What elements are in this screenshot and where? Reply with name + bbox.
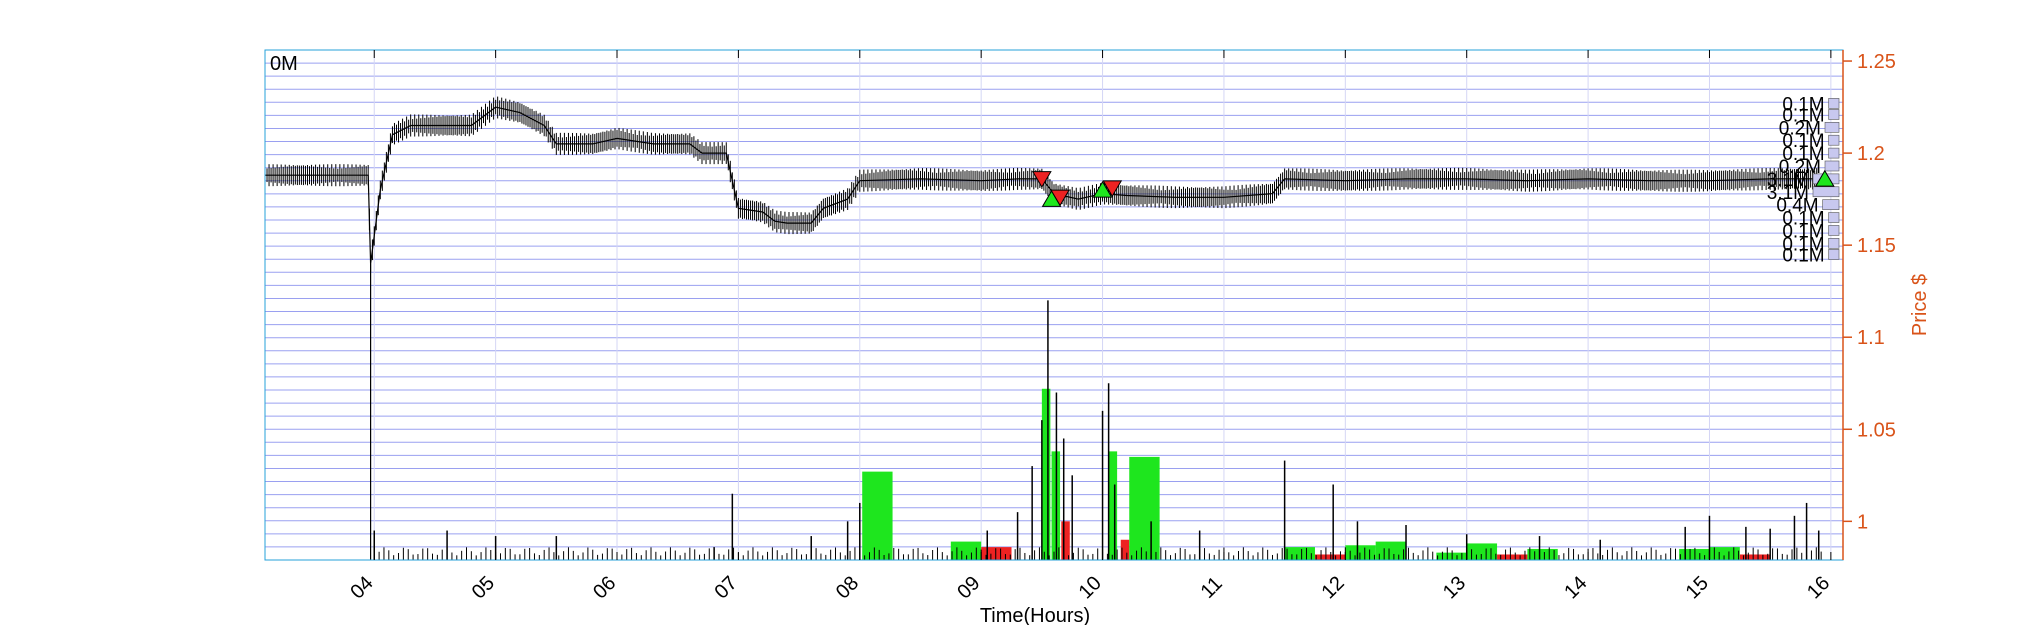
volume-bar bbox=[1314, 554, 1346, 560]
profile-bar bbox=[1824, 122, 1840, 133]
volume-profile: 0.1M0.1M0.2M0.1M0.1M0.2M3.1M3.1M0.4M0.1M… bbox=[1767, 94, 1840, 266]
volume-bar bbox=[862, 471, 893, 560]
volume-bar bbox=[1345, 545, 1376, 560]
profile-label: 0.1M bbox=[1782, 105, 1824, 126]
buy-marker bbox=[1092, 180, 1113, 198]
y-tick-label: 1.1 bbox=[1857, 327, 1885, 349]
buy-marker bbox=[1814, 169, 1835, 187]
profile-bar bbox=[1828, 225, 1840, 236]
volume-bar bbox=[1375, 541, 1407, 560]
profile-label: 3.1M bbox=[1767, 183, 1809, 204]
x-tick-label: 16 bbox=[1803, 572, 1834, 603]
profile-label: 0.1M bbox=[1782, 245, 1824, 266]
x-tick-label: 10 bbox=[1075, 572, 1106, 603]
x-tick-label: 13 bbox=[1439, 572, 1470, 603]
volume-bar bbox=[1679, 548, 1710, 560]
y-tick-label: 1.15 bbox=[1857, 235, 1896, 257]
volume-layer bbox=[373, 300, 1822, 560]
profile-bar bbox=[1812, 186, 1840, 198]
profile-label: 0.4M bbox=[1776, 196, 1818, 217]
price-layer bbox=[264, 96, 1819, 560]
profile-bar bbox=[1828, 212, 1840, 223]
profile-label: 0.1M bbox=[1782, 94, 1824, 115]
y-axis: 1 1.05 1.1 1.15 1.2 1.25 bbox=[1843, 51, 1896, 533]
x-tick-label: 05 bbox=[468, 572, 499, 603]
x-tick-label: 11 bbox=[1197, 573, 1227, 603]
x-tick-label: 15 bbox=[1682, 572, 1713, 603]
profile-label: 0.1M bbox=[1782, 209, 1824, 230]
volume-bar bbox=[1061, 521, 1070, 560]
volume-bar bbox=[1497, 554, 1528, 560]
profile-bar bbox=[1824, 160, 1840, 172]
y-axis-title: Price $ bbox=[1909, 274, 1931, 336]
volume-bar bbox=[1466, 543, 1498, 560]
volume-bar bbox=[981, 547, 1012, 560]
sell-marker bbox=[1031, 171, 1052, 188]
x-tick-label: 09 bbox=[953, 572, 984, 603]
volume-bar bbox=[1527, 548, 1558, 560]
x-axis-title: Time(Hours) bbox=[980, 605, 1090, 625]
volume-bar bbox=[1108, 451, 1118, 560]
x-tick-label: 08 bbox=[832, 572, 863, 603]
x-tick-label: 07 bbox=[711, 572, 742, 603]
profile-label: 0.1M bbox=[1782, 131, 1824, 152]
profile-bar bbox=[1828, 98, 1840, 109]
volume-bar bbox=[950, 541, 982, 560]
x-tick-label: 12 bbox=[1317, 572, 1348, 603]
profile-bar bbox=[1828, 249, 1840, 260]
sell-marker bbox=[1102, 180, 1123, 198]
profile-label: 0.2M bbox=[1779, 118, 1821, 139]
volume-bar bbox=[1436, 552, 1467, 560]
profile-bar bbox=[1828, 134, 1840, 146]
volume-corner-label: 0M bbox=[270, 53, 298, 75]
sell-marker bbox=[1050, 189, 1070, 207]
volume-bar bbox=[1120, 539, 1130, 560]
volume-bar bbox=[1709, 547, 1740, 560]
profile-bar bbox=[1828, 147, 1840, 159]
trade-markers bbox=[1031, 169, 1835, 207]
volume-bar bbox=[1739, 554, 1771, 560]
y-tick-label: 1.05 bbox=[1857, 419, 1896, 441]
x-tick-label: 06 bbox=[589, 572, 620, 603]
volume-bar bbox=[1041, 388, 1051, 560]
profile-label: 3.1M bbox=[1767, 170, 1809, 191]
x-tick-label: 04 bbox=[346, 572, 377, 603]
profile-label: 0.2M bbox=[1779, 157, 1821, 178]
y-tick-label: 1.2 bbox=[1857, 143, 1885, 165]
volume-bar bbox=[1129, 456, 1160, 560]
profile-label: 0.1M bbox=[1782, 144, 1824, 165]
x-tick-label: 14 bbox=[1560, 572, 1591, 603]
profile-bar bbox=[1828, 109, 1840, 120]
profile-bar bbox=[1822, 199, 1840, 210]
profile-bar bbox=[1828, 238, 1840, 249]
grid-lines bbox=[265, 50, 1843, 560]
profile-label: 0.1M bbox=[1782, 234, 1824, 255]
volume-bar bbox=[1284, 547, 1315, 560]
y-tick-label: 1 bbox=[1857, 511, 1868, 533]
profile-label: 0.1M bbox=[1782, 221, 1824, 242]
y-tick-label: 1.25 bbox=[1857, 51, 1896, 73]
